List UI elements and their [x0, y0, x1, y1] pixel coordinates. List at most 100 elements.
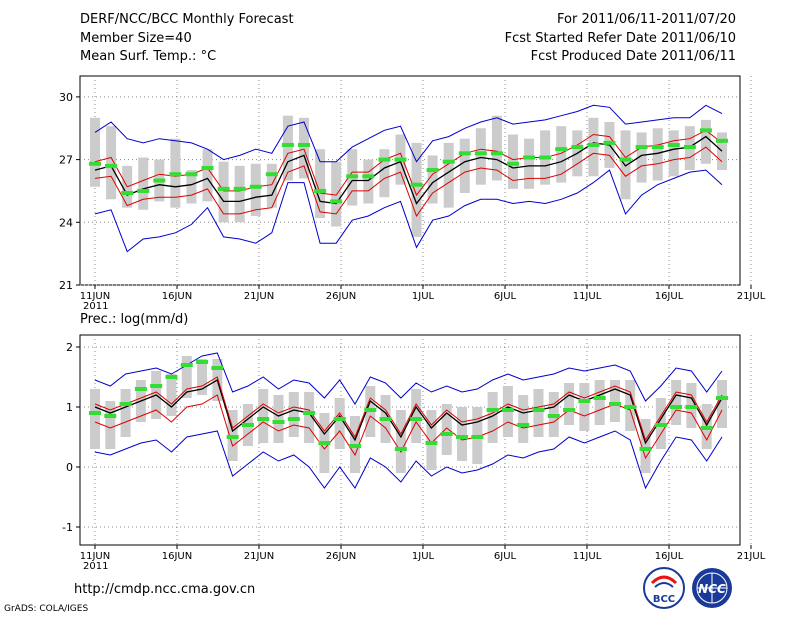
ensemble-box [258, 389, 269, 443]
obs-marker [555, 147, 568, 152]
x-tick-label: 11JUL [573, 551, 602, 562]
ensemble-box [441, 404, 452, 455]
ensemble-box [443, 142, 454, 208]
ensemble-box [218, 161, 229, 223]
y-tick-label: 2 [66, 341, 73, 354]
obs-marker [153, 178, 166, 183]
obs-marker [716, 138, 728, 143]
ensemble-box [652, 128, 663, 181]
obs-marker [517, 423, 530, 427]
ensemble-box [202, 149, 213, 202]
ensemble-box [299, 117, 309, 179]
x-tick-label: 21JUL [737, 551, 766, 562]
obs-marker [333, 417, 346, 421]
obs-marker [134, 387, 147, 391]
ensemble-box [304, 392, 315, 443]
ensemble-box [234, 165, 245, 223]
ensemble-box [556, 126, 567, 183]
obs-marker [523, 155, 536, 160]
ensemble-mean-line [94, 379, 723, 445]
obs-marker [185, 172, 198, 177]
min-line [94, 169, 723, 253]
y-tick-label: 27 [59, 154, 73, 167]
x-tick-label: 21JUL [737, 291, 766, 302]
obs-marker [700, 426, 713, 430]
source-url[interactable]: http://cmdp.ncc.cma.gov.cn [74, 582, 256, 597]
obs-marker [233, 186, 246, 191]
member-size: Member Size=40 [80, 31, 192, 46]
ensemble-box [411, 142, 422, 237]
obs-marker [442, 159, 455, 164]
y-tick-label: 1 [66, 401, 73, 414]
bcc-logo: BCC [643, 567, 685, 609]
obs-marker [378, 157, 391, 162]
obs-marker [683, 145, 696, 150]
obs-marker [410, 417, 423, 421]
ensemble-box [487, 392, 498, 443]
ensemble-box [105, 401, 116, 449]
obs-marker [394, 157, 407, 162]
ensemble-box [395, 410, 406, 473]
ncc-logo: NCC [692, 568, 732, 608]
obs-marker [217, 186, 230, 191]
obs-marker [667, 142, 680, 147]
ensemble-box [166, 374, 177, 416]
ensemble-box [588, 117, 599, 177]
obs-marker [619, 157, 632, 162]
obs-marker [471, 435, 484, 439]
ensemble-box [426, 410, 437, 470]
obs-marker [426, 168, 439, 173]
year-label: 2011 [83, 301, 108, 312]
obs-marker [547, 414, 560, 418]
bcc-logo-text: BCC [653, 594, 675, 605]
ensemble-box [533, 389, 544, 437]
ncc-logo-text: NCC [698, 582, 726, 596]
obs-marker [346, 174, 359, 179]
obs-marker [456, 435, 469, 439]
y-tick-label: 0 [66, 461, 73, 474]
spread-lower-line [94, 146, 723, 218]
obs-marker [272, 420, 285, 424]
y-tick-label: 30 [59, 91, 73, 104]
obs-marker [490, 151, 503, 156]
precipitation-panel: 11JUN 16JUN 21JUN 26JUN 1JUL 6JUL 11JUL 16JUL 21… [62, 312, 766, 572]
ensemble-box [282, 115, 293, 181]
x-tick-label: 11JUN [80, 291, 110, 302]
forecast-period: For 2011/06/11-2011/07/20 [557, 12, 736, 27]
ensemble-box [475, 128, 486, 185]
obs-marker [425, 441, 438, 445]
precip-title: Prec.: log(mm/d) [80, 312, 188, 327]
obs-marker [150, 384, 163, 388]
obs-marker [410, 182, 423, 187]
x-tick-label: 11JUL [573, 291, 602, 302]
ensemble-box [411, 389, 422, 443]
obs-marker [654, 423, 667, 427]
ensemble-box [315, 149, 326, 219]
obs-marker [593, 396, 606, 400]
y-tick-label: -1 [62, 521, 73, 534]
obs-marker [196, 360, 209, 364]
obs-marker [241, 423, 254, 427]
ensemble-box [717, 380, 727, 428]
obs-marker [169, 172, 182, 177]
ensemble-mean-line [94, 135, 723, 205]
ensemble-box [288, 392, 299, 437]
grads-credit: GrADS: COLA/IGES [4, 604, 89, 614]
ensemble-box [717, 132, 727, 171]
obs-marker [362, 174, 375, 179]
obs-marker [639, 447, 652, 451]
x-tick-label: 1JUL [412, 291, 435, 302]
obs-marker [539, 155, 552, 160]
ensemble-box [106, 126, 117, 200]
obs-marker [89, 161, 101, 166]
ensemble-box [379, 149, 390, 198]
ensemble-box [671, 380, 682, 425]
obs-marker [330, 199, 343, 204]
obs-marker [226, 435, 239, 439]
obs-marker [685, 405, 698, 409]
obs-marker [348, 444, 361, 448]
x-tick-label: 21JUN [244, 291, 274, 302]
spread-upper-line [94, 376, 723, 442]
ensemble-box [524, 138, 535, 189]
